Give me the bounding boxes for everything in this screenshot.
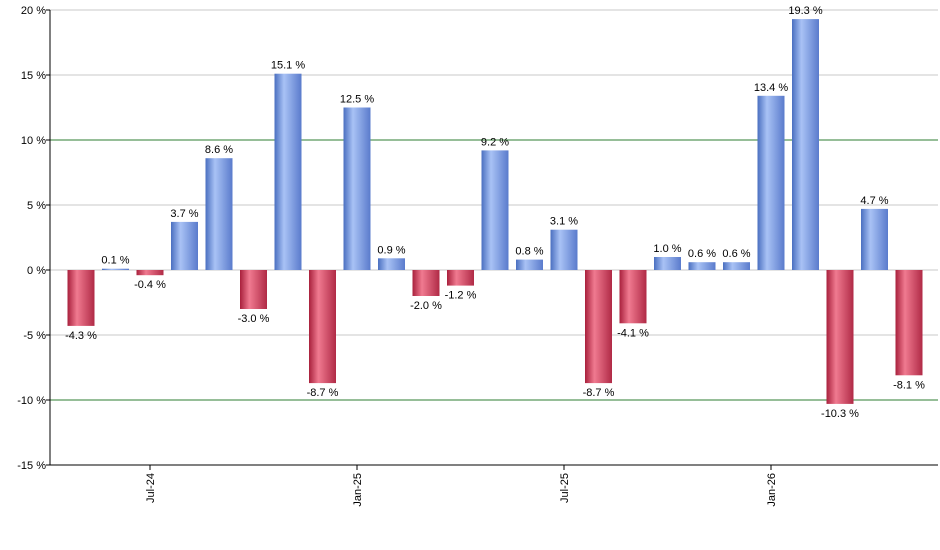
bar-value-label: 0.1 % [101, 255, 129, 267]
bar-value-label: 3.1 % [550, 216, 578, 228]
bar-positive [481, 150, 509, 270]
bar-value-label: -8.7 % [583, 387, 615, 399]
bar-value-label: -0.4 % [134, 279, 166, 291]
y-tick-label: -5 % [23, 330, 46, 342]
bar-positive [102, 268, 129, 270]
bar-value-label: -2.0 % [410, 300, 442, 312]
bar-positive [792, 19, 819, 270]
bar-positive [343, 107, 371, 270]
axes [46, 9, 938, 470]
bar-negative [309, 270, 336, 384]
y-tick-label: 10 % [21, 135, 46, 147]
bar-negative [585, 270, 612, 384]
bar-value-label: 19.3 % [788, 5, 822, 17]
y-tick-label: -10 % [17, 395, 46, 407]
bar-negative [447, 270, 474, 286]
bar-positive [757, 95, 785, 270]
bar-value-label: 0.6 % [688, 248, 716, 260]
bar-positive [550, 229, 578, 270]
bar-value-label: 4.7 % [860, 195, 888, 207]
bar-value-label: 15.1 % [271, 60, 305, 72]
bar-positive [171, 221, 198, 270]
bar-value-label: 8.6 % [205, 144, 233, 156]
bar-positive [654, 257, 681, 270]
x-tick-label: Jul-25 [559, 473, 571, 503]
bar-negative [619, 270, 647, 324]
y-tick-label: -15 % [17, 460, 46, 472]
bars [67, 19, 923, 404]
bar-value-label: -1.2 % [445, 290, 477, 302]
bar-negative [136, 270, 164, 276]
bar-value-label: 12.5 % [340, 94, 374, 106]
y-tick-label: 0 % [27, 265, 46, 277]
bar-negative [895, 270, 923, 376]
bar-negative [826, 270, 854, 404]
bar-positive [274, 73, 302, 270]
y-tick-label: 15 % [21, 70, 46, 82]
bar-value-label: 0.8 % [515, 246, 543, 258]
bar-value-label: 0.9 % [377, 244, 405, 256]
bar-value-label: -3.0 % [238, 313, 270, 325]
bar-value-label: -4.3 % [65, 330, 97, 342]
bar-negative [67, 270, 95, 326]
bar-value-label: 13.4 % [754, 82, 788, 94]
y-tick-label: 5 % [27, 200, 46, 212]
bar-value-label: 3.7 % [170, 208, 198, 220]
x-tick-label: Jul-24 [145, 473, 157, 503]
bar-negative [240, 270, 267, 309]
bar-value-label: -8.7 % [307, 387, 339, 399]
x-tick-label: Jan-26 [766, 473, 778, 507]
bar-value-label: 1.0 % [653, 243, 681, 255]
bar-positive [861, 208, 888, 270]
bar-positive [516, 259, 543, 270]
bar-value-label: -10.3 % [821, 408, 859, 420]
bar-positive [378, 258, 405, 270]
labels: -15 % -10 % -5 % 0 % 5 % 10 % 15 % 20 % -4.3 % 0.… [17, 5, 925, 507]
bar-value-label: 0.6 % [722, 248, 750, 260]
bar-value-label: -8.1 % [893, 379, 925, 391]
bar-value-label: 9.2 % [481, 136, 509, 148]
bar-positive [723, 262, 750, 270]
bar-value-label: -4.1 % [617, 327, 649, 339]
x-tick-label: Jan-25 [352, 473, 364, 507]
y-tick-label: 20 % [21, 5, 46, 17]
bar-positive [688, 262, 716, 270]
bar-positive [205, 158, 233, 270]
bar-negative [412, 270, 440, 296]
